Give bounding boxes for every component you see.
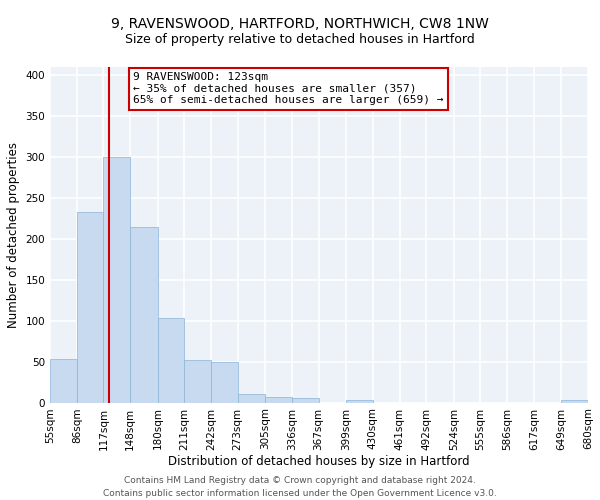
Bar [130,226,158,402]
Bar [211,362,238,403]
Bar [265,397,292,402]
X-axis label: Distribution of detached houses by size in Hartford: Distribution of detached houses by size … [168,455,470,468]
Text: 9, RAVENSWOOD, HARTFORD, NORTHWICH, CW8 1NW: 9, RAVENSWOOD, HARTFORD, NORTHWICH, CW8 … [111,18,489,32]
Bar [562,400,588,402]
Bar [158,318,184,402]
Bar [77,212,103,402]
Bar [292,398,319,402]
Bar [50,359,77,403]
Y-axis label: Number of detached properties: Number of detached properties [7,142,20,328]
Text: 9 RAVENSWOOD: 123sqm
← 35% of detached houses are smaller (357)
65% of semi-deta: 9 RAVENSWOOD: 123sqm ← 35% of detached h… [133,72,444,105]
Bar [238,394,265,402]
Text: Contains HM Land Registry data © Crown copyright and database right 2024.
Contai: Contains HM Land Registry data © Crown c… [103,476,497,498]
Bar [346,400,373,402]
Text: Size of property relative to detached houses in Hartford: Size of property relative to detached ho… [125,32,475,46]
Bar [103,157,130,402]
Bar [184,360,211,403]
